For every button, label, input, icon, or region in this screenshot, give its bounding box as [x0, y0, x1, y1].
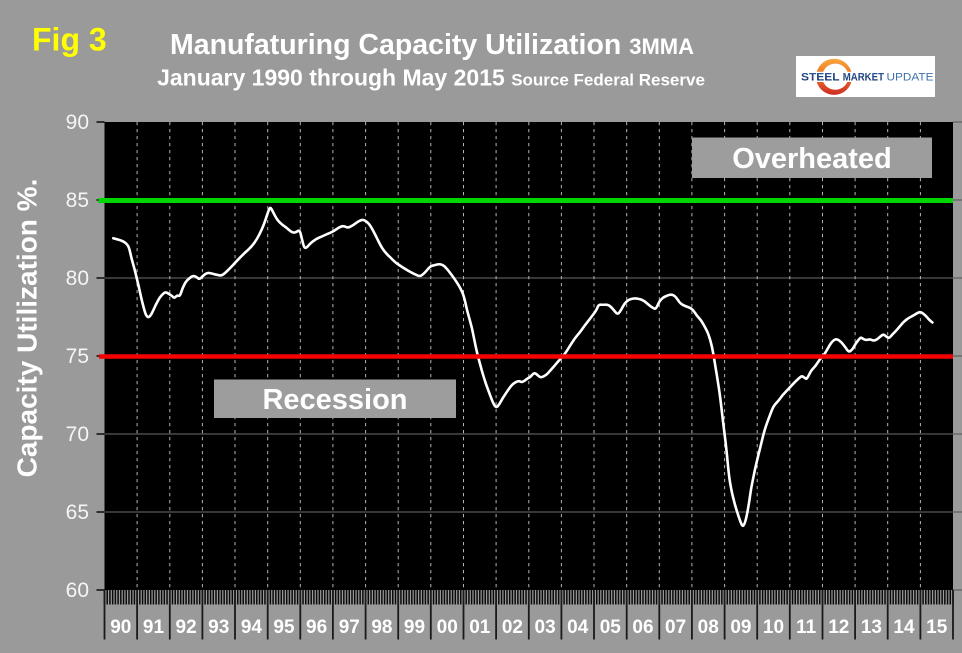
svg-text:Recession: Recession: [262, 384, 407, 416]
svg-text:91: 91: [143, 617, 165, 638]
svg-text:65: 65: [66, 501, 89, 524]
svg-text:08: 08: [698, 617, 719, 638]
svg-text:97: 97: [339, 617, 360, 638]
svg-text:92: 92: [176, 617, 197, 638]
svg-text:MARKET: MARKET: [843, 72, 885, 84]
svg-text:UPDATE: UPDATE: [887, 72, 934, 84]
svg-text:07: 07: [665, 617, 686, 638]
svg-text:14: 14: [893, 617, 915, 638]
svg-text:Capacity Utilization %.: Capacity Utilization %.: [12, 179, 43, 478]
svg-text:90: 90: [66, 111, 89, 134]
svg-text:99: 99: [404, 617, 425, 638]
svg-text:05: 05: [600, 617, 622, 638]
svg-text:11: 11: [796, 617, 817, 638]
svg-text:60: 60: [66, 579, 89, 602]
svg-text:85: 85: [66, 189, 89, 212]
svg-text:Overheated: Overheated: [732, 143, 892, 175]
svg-text:STEEL: STEEL: [801, 72, 840, 84]
svg-text:94: 94: [241, 617, 263, 638]
svg-text:04: 04: [567, 617, 589, 638]
svg-text:13: 13: [861, 617, 882, 638]
svg-text:93: 93: [208, 617, 229, 638]
svg-text:98: 98: [371, 617, 392, 638]
svg-text:12: 12: [828, 617, 849, 638]
svg-text:Manufaturing Capacity Utilizat: Manufaturing Capacity Utilization 3MMA: [170, 29, 694, 61]
svg-text:03: 03: [535, 617, 556, 638]
svg-text:90: 90: [110, 617, 131, 638]
svg-text:15: 15: [926, 617, 948, 638]
svg-text:80: 80: [66, 267, 89, 290]
svg-text:01: 01: [469, 617, 491, 638]
svg-text:10: 10: [763, 617, 784, 638]
svg-text:06: 06: [632, 617, 653, 638]
svg-text:Fig 3: Fig 3: [32, 22, 107, 58]
svg-text:96: 96: [306, 617, 327, 638]
svg-text:09: 09: [730, 617, 751, 638]
svg-text:95: 95: [273, 617, 295, 638]
svg-text:00: 00: [437, 617, 458, 638]
svg-text:02: 02: [502, 617, 523, 638]
svg-text:75: 75: [66, 345, 89, 368]
svg-text:70: 70: [66, 423, 89, 446]
